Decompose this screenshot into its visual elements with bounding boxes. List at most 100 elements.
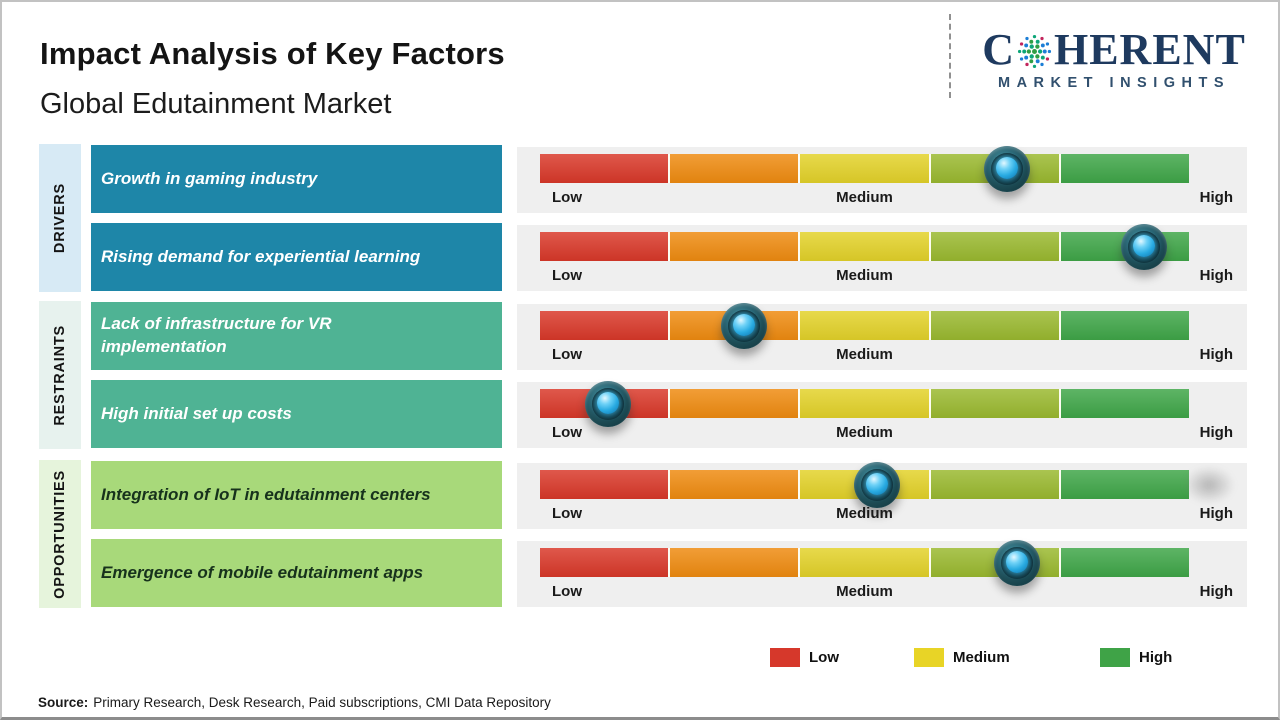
segment-medium [800, 389, 929, 418]
segment-low-medium [670, 470, 799, 499]
logo-divider [949, 14, 951, 98]
gauge-panel: Low Medium High [517, 539, 1247, 607]
scale-label-high: High [1199, 267, 1233, 284]
segment-low-medium [670, 548, 799, 577]
legend-item-high: High [1100, 647, 1172, 667]
scale-label-low: Low [552, 346, 582, 363]
gauge-panel: Low Medium High [517, 380, 1247, 448]
factor-row: Emergence of mobile edutainment apps Low… [2, 539, 1278, 607]
section-restraints: RESTRAINTS Lack of infrastructure for VR… [2, 301, 1278, 449]
segment-low [540, 154, 669, 183]
gauge-bar [540, 539, 1190, 586]
factor-row: Integration of IoT in edutainment center… [2, 461, 1278, 529]
marker-core [866, 472, 889, 495]
gauge-bar [540, 302, 1190, 349]
factor-box: Integration of IoT in edutainment center… [91, 461, 502, 529]
segment-medium-high [930, 311, 1059, 340]
impact-marker [585, 380, 632, 427]
scale-label-high: High [1199, 505, 1233, 522]
marker-core [733, 313, 756, 336]
scale-labels: Low Medium High [540, 581, 1233, 601]
scale-label-medium: Medium [836, 424, 893, 441]
impact-marker [1120, 223, 1167, 270]
marker-core [597, 391, 620, 414]
segment-low-medium [670, 389, 799, 418]
scale-label-medium: Medium [836, 505, 893, 522]
scale-label-low: Low [552, 189, 582, 206]
factor-row: Growth in gaming industry Low Medium Hig… [2, 145, 1278, 213]
legend-swatch-high [1100, 647, 1130, 667]
legend-label: Low [809, 648, 839, 666]
scale-labels: Low Medium High [540, 187, 1233, 207]
marker-core [1006, 550, 1028, 573]
impact-marker [721, 302, 768, 349]
segment-medium-high [930, 232, 1059, 261]
scale-label-high: High [1199, 189, 1233, 206]
segment-low [540, 232, 669, 261]
source-text: Primary Research, Desk Research, Paid su… [93, 695, 551, 710]
segment-medium-high [930, 389, 1059, 418]
category-strip-drivers: DRIVERS [39, 144, 81, 292]
legend-label: Medium [953, 648, 1010, 666]
segment-high [1060, 470, 1190, 499]
scale-label-low: Low [552, 583, 582, 600]
segment-medium [800, 232, 929, 261]
marker-core [1132, 234, 1155, 257]
section-drivers: DRIVERS Growth in gaming industry Low Me… [2, 144, 1278, 292]
factor-box: Lack of infrastructure for VR implementa… [91, 302, 502, 370]
impact-marker [994, 539, 1040, 586]
segment-medium [800, 311, 929, 340]
scale-labels: Low Medium High [540, 422, 1233, 442]
factor-row: High initial set up costs Low Medium Hig… [2, 380, 1278, 448]
segment-low-medium [670, 154, 799, 183]
factor-text: High initial set up costs [101, 403, 292, 423]
scale-label-high: High [1199, 346, 1233, 363]
legend-item-medium: Medium [914, 647, 1010, 667]
factor-box: Rising demand for experiential learning [91, 223, 502, 291]
scale-label-high: High [1199, 424, 1233, 441]
gauge-panel: Low Medium High [517, 223, 1247, 291]
segment-medium-high [930, 470, 1059, 499]
legend-swatch-low [770, 647, 800, 667]
gauge-bar [540, 380, 1190, 427]
segment-high [1060, 311, 1190, 340]
source-prefix: Source: [38, 695, 89, 710]
logo-tagline: MARKET INSIGHTS [997, 75, 1231, 91]
impact-marker [854, 461, 901, 508]
logo-letter-c: C [982, 25, 1015, 74]
brand-logo: C HERENT MARKET INSIGHTS [964, 28, 1264, 92]
source-line: Source: Primary Research, Desk Research, … [38, 695, 551, 710]
segment-low [540, 470, 669, 499]
scale-label-medium: Medium [836, 346, 893, 363]
legend-item-low: Low [770, 647, 839, 667]
factor-text: Lack of infrastructure for VR implementa… [101, 314, 332, 356]
segment-high [1060, 154, 1190, 183]
marker-shadow-artifact [1183, 466, 1235, 504]
scale-labels: Low Medium High [540, 265, 1233, 285]
segment-high [1060, 548, 1190, 577]
factor-box: Emergence of mobile edutainment apps [91, 539, 502, 607]
segment-low [540, 311, 669, 340]
gauge-bar [540, 223, 1190, 270]
scale-label-low: Low [552, 267, 582, 284]
logo-wordmark: C HERENT [964, 28, 1264, 72]
factor-text: Growth in gaming industry [101, 168, 318, 188]
scale-labels: Low Medium High [540, 344, 1233, 364]
page-title: Impact Analysis of Key Factors [40, 36, 505, 71]
scale-label-high: High [1199, 583, 1233, 600]
factor-text: Rising demand for experiential learning [101, 246, 421, 266]
segment-high [1060, 389, 1190, 418]
page-subtitle: Global Edutainment Market [40, 88, 392, 120]
gauge-panel: Low Medium High [517, 461, 1247, 529]
factor-row: Lack of infrastructure for VR implementa… [2, 302, 1278, 370]
factor-box: High initial set up costs [91, 380, 502, 448]
segment-medium [800, 548, 929, 577]
scale-label-low: Low [552, 424, 582, 441]
category-strip-restraints: RESTRAINTS [39, 301, 81, 449]
impact-marker [984, 145, 1031, 192]
gauge-panel: Low Medium High [517, 302, 1247, 370]
factor-row: Rising demand for experiential learning … [2, 223, 1278, 291]
factor-text: Integration of IoT in edutainment center… [101, 484, 431, 504]
legend-label: High [1139, 648, 1173, 666]
